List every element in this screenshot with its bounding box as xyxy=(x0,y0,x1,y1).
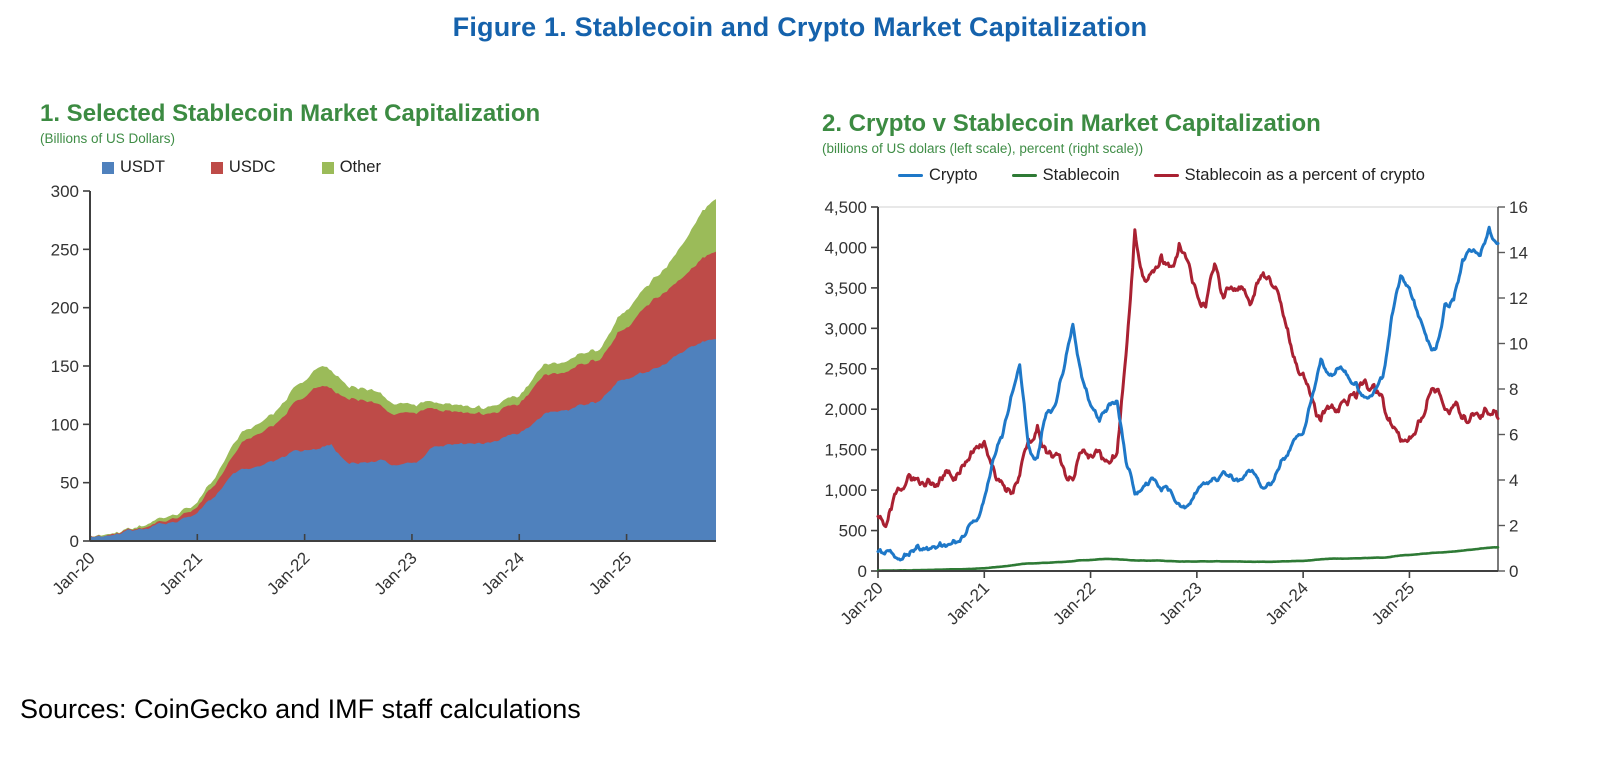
legend-item-other: Other xyxy=(321,158,381,177)
y-tick-label: 2,000 xyxy=(824,400,867,419)
legend-item-usdc: USDC xyxy=(210,158,276,177)
x-tick-label: Jan-22 xyxy=(1049,578,1099,628)
legend-label: Crypto xyxy=(929,166,978,184)
line-chart: 0 500 1,000 1,500 2,000 2,500 3,000 3,500 4,000 4… xyxy=(824,198,1528,629)
line-stablecoin xyxy=(876,546,1500,572)
x-tick-label: Jan-25 xyxy=(1368,578,1418,628)
y-tick-label: 12 xyxy=(1509,289,1528,308)
legend-square-swatch-usdc xyxy=(210,161,223,174)
panel1-heading: 1. Selected Stablecoin Market Capitaliza… xyxy=(40,100,541,127)
y-tick-label: 3,500 xyxy=(824,279,867,298)
panel2-legend: Crypto Stablecoin Stablecoin as a percent … xyxy=(898,166,1582,185)
y-axis-right: 0 2 4 6 8 10 12 14 16 xyxy=(1497,198,1528,581)
x-tick-label: Jan-25 xyxy=(585,548,635,598)
x-axis: Jan-20 Jan-21 Jan-22 Jan-23 Jan-24 Jan-25 xyxy=(49,534,716,599)
y-tick-label: 10 xyxy=(1509,334,1528,353)
y-tick-label: 2,500 xyxy=(824,360,867,379)
legend-square-swatch-other xyxy=(321,161,334,174)
x-tick-label: Jan-20 xyxy=(837,578,887,628)
x-tick-label: Jan-21 xyxy=(156,548,206,598)
y-axis-left: 0 500 1,000 1,500 2,000 2,500 3,000 3,500 4,000 4… xyxy=(824,198,879,581)
y-tick-label: 100 xyxy=(51,415,79,434)
legend-item-crypto: Crypto xyxy=(898,166,978,185)
x-tick-label: Jan-24 xyxy=(1262,578,1312,628)
y-tick-label: 50 xyxy=(60,474,79,493)
legend-label: Other xyxy=(339,158,381,176)
legend-label: Stablecoin as a percent of crypto xyxy=(1184,166,1425,184)
legend-item-stablecoin-as-a-percent-of-crypto: Stablecoin as a percent of crypto xyxy=(1153,166,1425,185)
y-tick-label: 0 xyxy=(1509,562,1518,581)
y-tick-label: 2 xyxy=(1509,516,1518,535)
x-tick-label: Jan-23 xyxy=(1155,578,1205,628)
panel2-heading: 2. Crypto v Stablecoin Market Capitaliza… xyxy=(822,110,1321,137)
x-tick-label: Jan-20 xyxy=(49,548,99,598)
y-tick-label: 16 xyxy=(1509,198,1528,217)
source-note: Sources: CoinGecko and IMF staff calcula… xyxy=(20,694,581,724)
y-tick-label: 1,500 xyxy=(824,441,867,460)
panel-crypto-vs-stablecoin: 2. Crypto v Stablecoin Market Capitaliza… xyxy=(822,110,1582,659)
line-stablecoin-percent xyxy=(876,228,1500,529)
area-usdt xyxy=(90,339,716,541)
x-tick-label: Jan-21 xyxy=(943,578,993,628)
y-axis-left: 0 50 100 150 200 250 300 xyxy=(51,182,91,551)
y-tick-label: 14 xyxy=(1509,243,1528,262)
y-tick-label: 250 xyxy=(51,240,79,259)
legend-item-usdt: USDT xyxy=(102,158,165,177)
figure-title: Figure 1. Stablecoin and Crypto Market C… xyxy=(452,12,1148,42)
x-tick-label: Jan-24 xyxy=(478,548,528,598)
y-tick-label: 4,500 xyxy=(824,198,867,217)
y-tick-label: 3,000 xyxy=(824,319,867,338)
panel1-subtitle: (Billions of US Dollars) xyxy=(40,131,176,146)
legend-line-swatch-stablecoin xyxy=(1011,173,1037,178)
legend-square-swatch-usdt xyxy=(102,161,114,174)
legend-label: USDC xyxy=(228,158,276,176)
y-tick-label: 0 xyxy=(70,532,79,551)
legend-line-swatch-stablecoin-as-a-percent-of-crypto xyxy=(1153,173,1179,178)
x-tick-label: Jan-23 xyxy=(371,548,421,598)
y-tick-label: 200 xyxy=(51,299,79,318)
panel2-subtitle: (billions of US dolars (left scale), per… xyxy=(822,141,1144,156)
panel-stablecoin-market-cap: 1. Selected Stablecoin Market Capitaliza… xyxy=(40,100,780,631)
x-tick-label: Jan-22 xyxy=(263,548,313,598)
legend-item-stablecoin: Stablecoin xyxy=(1011,166,1120,185)
y-tick-label: 300 xyxy=(51,182,79,201)
y-tick-label: 6 xyxy=(1509,425,1518,444)
legend-label: Stablecoin xyxy=(1042,166,1120,184)
legend-line-swatch-crypto xyxy=(898,173,923,178)
x-axis: Jan-20 Jan-21 Jan-22 Jan-23 Jan-24 Jan-25 xyxy=(837,570,1498,629)
y-tick-label: 8 xyxy=(1509,380,1518,399)
y-tick-label: 4,000 xyxy=(824,238,867,257)
y-tick-label: 4 xyxy=(1509,471,1518,490)
line-crypto xyxy=(876,225,1500,562)
panel1-legend: USDT USDC Other xyxy=(102,158,780,177)
legend-label: USDT xyxy=(120,158,165,176)
y-tick-label: 1,000 xyxy=(824,481,867,500)
y-tick-label: 500 xyxy=(839,522,867,541)
y-tick-label: 0 xyxy=(858,562,867,581)
y-tick-label: 150 xyxy=(51,357,79,376)
